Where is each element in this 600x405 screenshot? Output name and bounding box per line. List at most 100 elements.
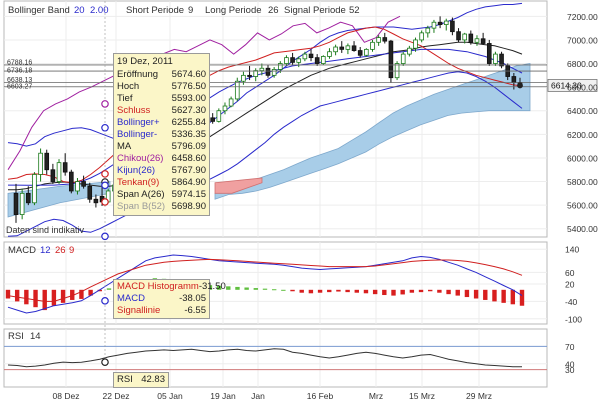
- candle-body: [253, 70, 259, 77]
- crosshair-point-marker: [101, 123, 109, 132]
- kijun-line: [8, 48, 523, 186]
- macd-param-1: 12: [40, 245, 51, 256]
- candle-body: [511, 76, 517, 83]
- candle-body: [413, 39, 418, 49]
- tooltip-label: Bollinger+: [117, 117, 160, 128]
- price-level-label: 6638.13: [7, 77, 32, 84]
- tooltip-label: Tenkan(9): [117, 177, 160, 188]
- tooltip-value: 6255.84: [171, 117, 206, 128]
- bollinger-param-2: 2.00: [90, 5, 109, 16]
- rsi-tick-label: 40: [565, 359, 575, 369]
- short-period-label: Short Periode: [126, 5, 184, 16]
- current-value-label: 6614.30: [551, 80, 582, 90]
- price-level-label: 6603.27: [7, 83, 32, 90]
- macd-tooltip-value: -38.05: [179, 293, 206, 304]
- chikou-line: [7, 15, 401, 170]
- price-tick-label: 5800.00: [567, 177, 598, 187]
- macd-histogram-bar: [106, 288, 112, 290]
- macd-title: MACD: [8, 245, 36, 256]
- macd-histogram-bar: [271, 289, 277, 291]
- crosshair-markers: [101, 1, 523, 366]
- candle-body: [210, 117, 215, 122]
- candle-body: [87, 185, 93, 200]
- macd-histogram-bar: [492, 289, 497, 302]
- price-tick-label: 6400.00: [567, 106, 598, 116]
- candle-body: [394, 63, 400, 79]
- candle-body: [493, 53, 498, 64]
- macd-param-3: 9: [69, 245, 74, 256]
- candle-body: [480, 38, 486, 44]
- indicative-data-notice: Daten sind indikativ: [6, 225, 85, 235]
- macd-histogram-bar: [464, 289, 470, 298]
- x-tick-label: 16 Feb: [307, 391, 334, 401]
- macd-histogram-bar: [382, 289, 387, 296]
- price-tick-label: 5600.00: [567, 201, 598, 211]
- crosshair-point-marker: [101, 100, 109, 108]
- tooltip-value: 5627.30: [171, 105, 206, 116]
- x-tick-label: Jan: [251, 391, 265, 401]
- macd-histogram-bar: [79, 289, 84, 299]
- candle-body: [222, 105, 228, 112]
- macd-histogram-bar: [455, 289, 460, 296]
- tooltip-value: 5593.00: [171, 93, 206, 104]
- tooltip-label: Tief: [117, 93, 133, 104]
- rsi-panel: [3, 328, 548, 388]
- macd-tooltip-value: -6.55: [184, 305, 206, 316]
- macd-tooltip-label: Signallinie: [117, 305, 161, 316]
- signal-period-label: Signal Periode: [284, 5, 346, 16]
- macd-lines: [7, 254, 523, 314]
- tooltip-value: 5336.35: [171, 129, 206, 140]
- tooltip-row: Span B(52) 5698.90: [117, 201, 206, 213]
- macd-histogram-bar: [428, 289, 433, 292]
- macd-tooltip-label: MACD: [117, 293, 145, 304]
- candle-body: [486, 43, 492, 64]
- candle-body: [56, 162, 62, 182]
- x-tick-label: 29 Mrz: [466, 391, 492, 401]
- macd-histogram-bar: [262, 288, 268, 290]
- rsi-tick-label: 70: [565, 342, 575, 352]
- x-tick-label: 05 Jan: [157, 391, 183, 401]
- candle-body: [388, 40, 394, 79]
- candle-body: [75, 181, 80, 192]
- tooltip-row: Tenkan(9) 5864.90: [117, 177, 206, 189]
- tooltip-label: Bollinger-: [117, 129, 158, 140]
- price-axis: 7200.00 7000.00 6800.00 6600.00 6400.00 6200.…: [567, 12, 598, 234]
- bollinger-label: Bollinger Band: [8, 5, 70, 16]
- candle-body: [333, 46, 338, 53]
- macd-histogram-bar: [97, 289, 102, 292]
- macd-tooltip-row: MACD Histogramm -31.50: [117, 281, 226, 293]
- candle-body: [228, 98, 234, 107]
- tooltip-value: 5974.15: [171, 189, 206, 200]
- macd-histogram-bar: [354, 289, 359, 293]
- long-period-label: Long Periode: [205, 5, 262, 16]
- tooltip-value: 6458.60: [171, 153, 206, 164]
- candle-body: [437, 21, 443, 25]
- macd-histogram: [5, 278, 525, 311]
- price-tick-label: 5400.00: [567, 224, 598, 234]
- macd-histogram-bar: [24, 289, 29, 305]
- tooltip-label: Chikou(26): [117, 153, 164, 164]
- candle-body: [13, 192, 19, 215]
- macd-histogram-bar: [446, 289, 451, 295]
- price-tick-label: 6000.00: [567, 153, 598, 163]
- macd-histogram-bar: [317, 289, 323, 293]
- macd-axis: 140 60 20 -40 -100: [565, 245, 582, 325]
- tooltip-label: MA: [117, 141, 132, 152]
- macd-histogram-bar: [42, 289, 47, 311]
- rsi-tick-label: 30: [565, 365, 575, 375]
- candle-body: [93, 198, 99, 204]
- tooltip-row: Eröffnung 5674.60: [117, 69, 206, 81]
- tooltip-row: Hoch 5776.50: [117, 81, 206, 93]
- macd-signal-line: [7, 258, 523, 302]
- candle-body: [499, 53, 504, 67]
- macd-histogram-bar: [299, 289, 304, 293]
- ohlc-tooltip: 19 Dez, 2011 Eröffnung 5674.60 Hoch 5776.50…: [113, 53, 210, 216]
- rsi-tooltip-label: RSI: [117, 374, 133, 385]
- candle-body: [38, 152, 43, 175]
- candle-body: [364, 48, 369, 56]
- candle-body: [308, 53, 314, 59]
- macd-tick-label: 20: [565, 280, 575, 290]
- candle-body: [290, 57, 295, 63]
- macd-histogram-bar: [336, 289, 341, 292]
